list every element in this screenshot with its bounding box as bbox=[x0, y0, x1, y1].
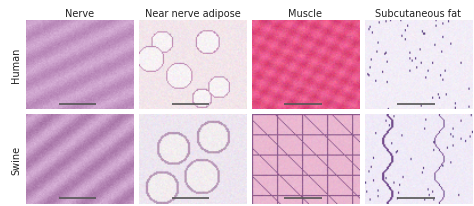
Text: 400μm: 400μm bbox=[292, 115, 314, 120]
Text: Swine: Swine bbox=[11, 145, 21, 174]
Text: Subcutaneous fat: Subcutaneous fat bbox=[375, 9, 461, 19]
Text: Nerve: Nerve bbox=[65, 9, 94, 19]
Text: 400μm: 400μm bbox=[66, 115, 89, 120]
Text: Near nerve adipose: Near nerve adipose bbox=[145, 9, 240, 19]
Text: Human: Human bbox=[11, 48, 21, 83]
Text: 400μm: 400μm bbox=[179, 115, 201, 120]
Text: Muscle: Muscle bbox=[288, 9, 322, 19]
Text: 400μm: 400μm bbox=[405, 115, 427, 120]
